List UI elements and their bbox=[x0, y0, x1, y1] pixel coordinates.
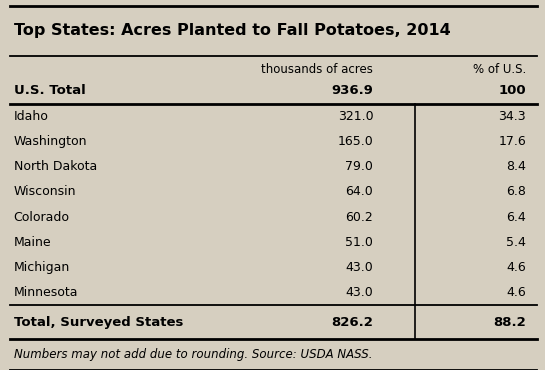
Text: 51.0: 51.0 bbox=[346, 236, 373, 249]
Text: 6.8: 6.8 bbox=[506, 185, 526, 198]
Text: Top States: Acres Planted to Fall Potatoes, 2014: Top States: Acres Planted to Fall Potato… bbox=[14, 23, 450, 38]
Text: 88.2: 88.2 bbox=[493, 316, 526, 329]
Text: Michigan: Michigan bbox=[14, 261, 70, 274]
Text: % of U.S.: % of U.S. bbox=[473, 63, 526, 76]
Text: 165.0: 165.0 bbox=[337, 135, 373, 148]
Text: Colorado: Colorado bbox=[14, 211, 70, 223]
Text: Washington: Washington bbox=[14, 135, 87, 148]
Text: 4.6: 4.6 bbox=[506, 261, 526, 274]
Text: Idaho: Idaho bbox=[14, 110, 49, 123]
Text: North Dakota: North Dakota bbox=[14, 160, 97, 173]
Text: 64.0: 64.0 bbox=[346, 185, 373, 198]
Text: 4.6: 4.6 bbox=[506, 286, 526, 299]
Text: 79.0: 79.0 bbox=[346, 160, 373, 173]
Text: U.S. Total: U.S. Total bbox=[14, 84, 86, 97]
Text: 8.4: 8.4 bbox=[506, 160, 526, 173]
Text: 60.2: 60.2 bbox=[346, 211, 373, 223]
Text: Wisconsin: Wisconsin bbox=[14, 185, 76, 198]
Text: thousands of acres: thousands of acres bbox=[262, 63, 373, 76]
Text: 17.6: 17.6 bbox=[498, 135, 526, 148]
Text: Numbers may not add due to rounding. Source: USDA NASS.: Numbers may not add due to rounding. Sou… bbox=[14, 348, 372, 361]
Text: 321.0: 321.0 bbox=[338, 110, 373, 123]
Text: Minnesota: Minnesota bbox=[14, 286, 78, 299]
Text: 100: 100 bbox=[498, 84, 526, 97]
Text: 34.3: 34.3 bbox=[498, 110, 526, 123]
Text: 43.0: 43.0 bbox=[346, 286, 373, 299]
Text: Total, Surveyed States: Total, Surveyed States bbox=[14, 316, 183, 329]
Text: 6.4: 6.4 bbox=[506, 211, 526, 223]
Text: 936.9: 936.9 bbox=[331, 84, 373, 97]
Text: Maine: Maine bbox=[14, 236, 51, 249]
Text: 826.2: 826.2 bbox=[331, 316, 373, 329]
Text: 5.4: 5.4 bbox=[506, 236, 526, 249]
Text: 43.0: 43.0 bbox=[346, 261, 373, 274]
